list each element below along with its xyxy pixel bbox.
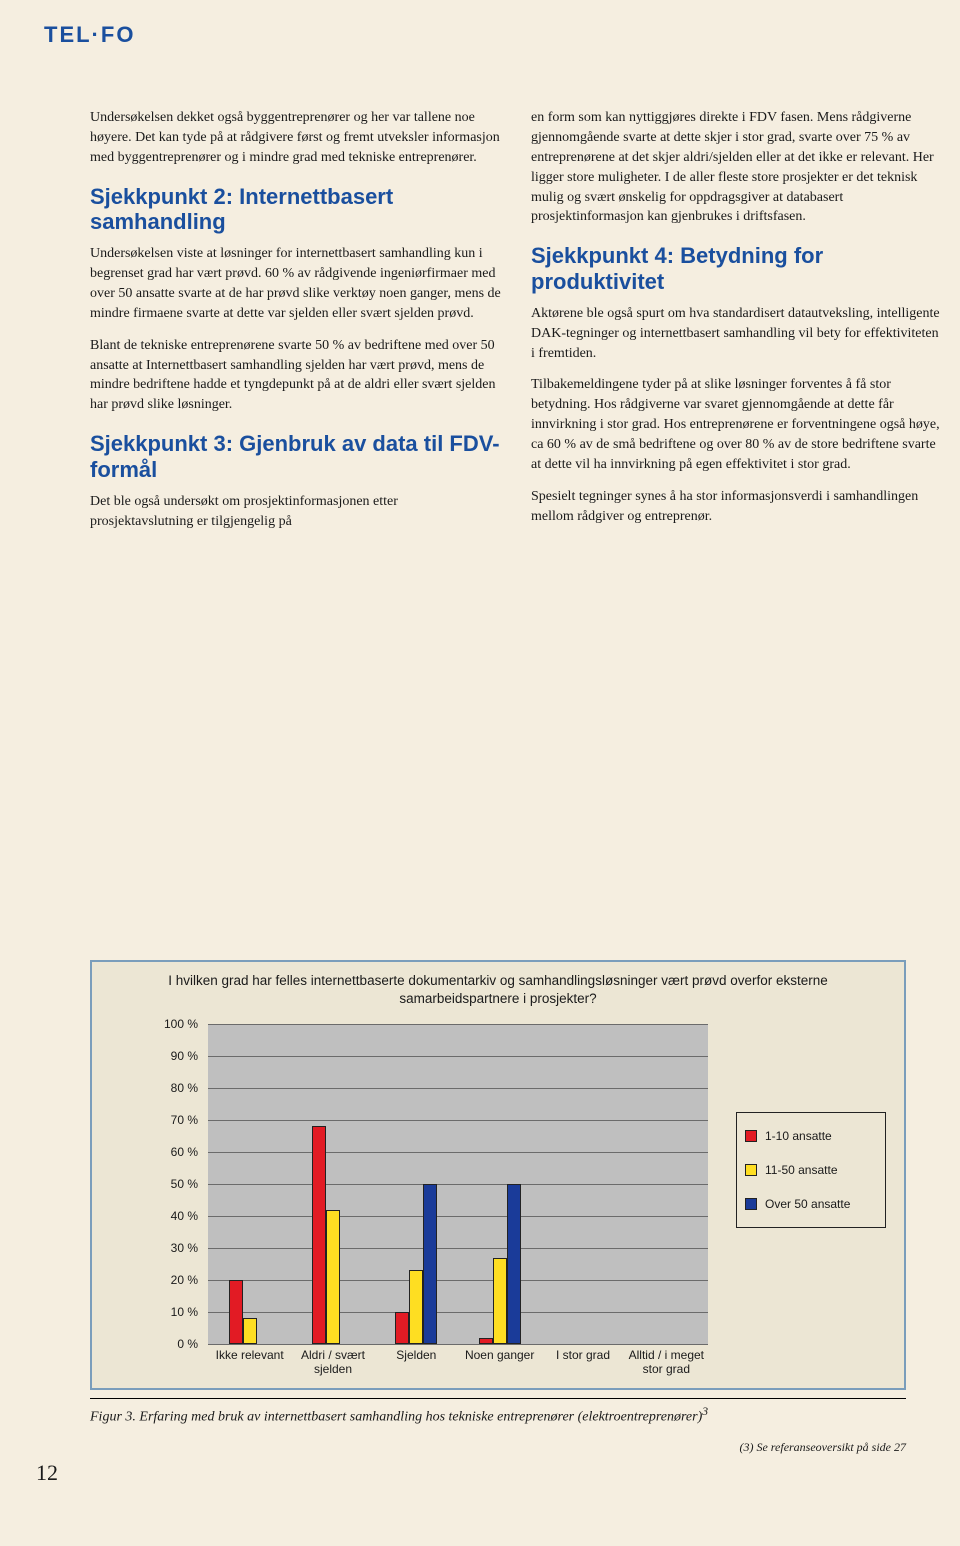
y-tick-label: 10 % (171, 1305, 198, 1319)
legend-swatch (745, 1198, 757, 1210)
legend-item: 11-50 ansatte (745, 1153, 877, 1187)
x-tick-label: Alltid / i meget stor grad (621, 1348, 712, 1377)
footnote: (3) Se referanseoversikt på side 27 (739, 1440, 906, 1455)
legend-swatch (745, 1164, 757, 1176)
legend-label: 1-10 ansatte (765, 1129, 832, 1143)
para: en form som kan nyttiggjøres direkte i F… (531, 108, 944, 227)
bar (507, 1184, 521, 1344)
chart-plot-area (208, 1024, 708, 1344)
bar (479, 1338, 493, 1344)
para: Aktørene ble også spurt om hva standardi… (531, 304, 944, 364)
legend-label: 11-50 ansatte (765, 1163, 838, 1177)
para: Blant de tekniske entreprenørene svarte … (90, 336, 503, 416)
y-tick-label: 100 % (164, 1017, 198, 1031)
y-tick-label: 60 % (171, 1145, 198, 1159)
x-tick-label: Ikke relevant (204, 1348, 295, 1362)
bar (423, 1184, 437, 1344)
y-tick-label: 80 % (171, 1081, 198, 1095)
figure-caption: Figur 3. Erfaring med bruk av internettb… (90, 1404, 906, 1427)
para: Tilbakemeldingene tyder på at slike løsn… (531, 375, 944, 474)
para: Undersøkelsen dekket også byggentreprenø… (90, 108, 503, 168)
legend-swatch (745, 1130, 757, 1142)
logo: TEL·FO (44, 22, 135, 48)
right-column: en form som kan nyttiggjøres direkte i F… (531, 108, 944, 544)
x-axis-labels: Ikke relevantAldri / svært sjeldenSjelde… (208, 1348, 708, 1388)
x-tick-label: Aldri / svært sjelden (287, 1348, 378, 1377)
bar (395, 1312, 409, 1344)
y-tick-label: 20 % (171, 1273, 198, 1287)
legend-item: 1-10 ansatte (745, 1119, 877, 1153)
y-tick-label: 70 % (171, 1113, 198, 1127)
y-tick-label: 90 % (171, 1049, 198, 1063)
y-tick-label: 40 % (171, 1209, 198, 1223)
legend-label: Over 50 ansatte (765, 1197, 850, 1211)
body-columns: Undersøkelsen dekket også byggentreprenø… (90, 108, 944, 544)
bar (326, 1210, 340, 1344)
caption-rule (90, 1398, 906, 1399)
caption-sup: 3 (702, 1405, 708, 1418)
chart-legend: 1-10 ansatte 11-50 ansatte Over 50 ansatte (736, 1112, 886, 1228)
chart-frame: I hvilken grad har felles internettbaser… (90, 960, 906, 1390)
heading-sjekkpunkt-4: Sjekkpunkt 4: Betydning for produktivite… (531, 243, 944, 294)
y-tick-label: 30 % (171, 1241, 198, 1255)
page-number: 12 (36, 1460, 58, 1486)
x-tick-label: Noen ganger (454, 1348, 545, 1362)
para: Det ble også undersøkt om prosjektinform… (90, 492, 503, 532)
bar (243, 1318, 257, 1344)
grid-line (208, 1344, 708, 1345)
x-tick-label: Sjelden (371, 1348, 462, 1362)
left-column: Undersøkelsen dekket også byggentreprenø… (90, 108, 503, 544)
y-axis-labels: 0 %10 %20 %30 %40 %50 %60 %70 %80 %90 %1… (146, 1024, 204, 1344)
x-tick-label: I stor grad (537, 1348, 628, 1362)
chart-title: I hvilken grad har felles internettbaser… (92, 962, 904, 1012)
bar (493, 1258, 507, 1344)
caption-text: Figur 3. Erfaring med bruk av internettb… (90, 1410, 702, 1425)
bar (409, 1270, 423, 1344)
y-tick-label: 0 % (177, 1337, 198, 1351)
bar (229, 1280, 243, 1344)
heading-sjekkpunkt-3: Sjekkpunkt 3: Gjenbruk av data til FDV-f… (90, 431, 503, 482)
para: Undersøkelsen viste at løsninger for int… (90, 244, 503, 324)
legend-item: Over 50 ansatte (745, 1187, 877, 1221)
para: Spesielt tegninger synes å ha stor infor… (531, 487, 944, 527)
bars-container (208, 1024, 708, 1344)
bar (312, 1126, 326, 1344)
y-tick-label: 50 % (171, 1177, 198, 1191)
heading-sjekkpunkt-2: Sjekkpunkt 2: Internett­basert samhandli… (90, 184, 503, 235)
